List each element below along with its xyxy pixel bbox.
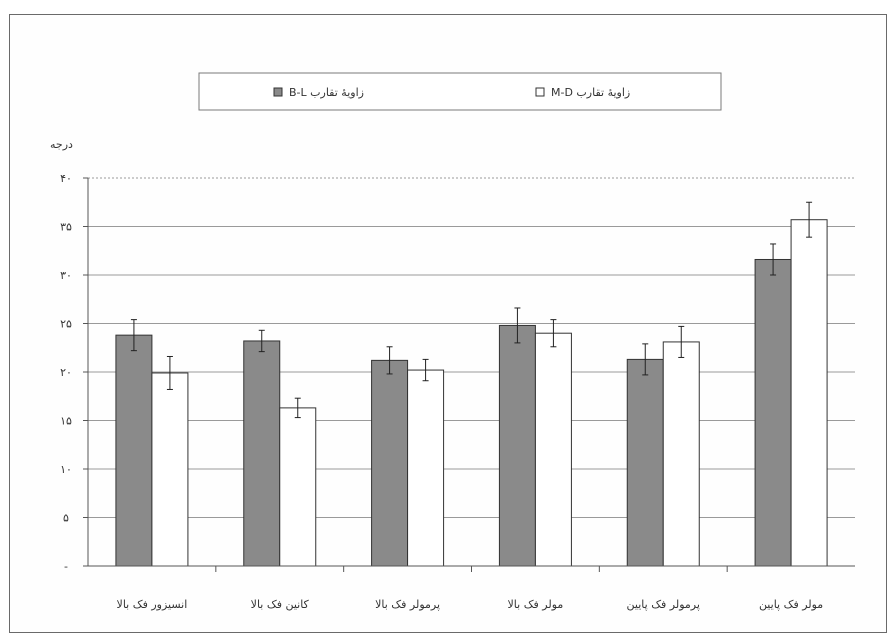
bar xyxy=(534,332,572,567)
y-tick-label: ۵ xyxy=(63,512,69,525)
y-tick-label: ۴۰ xyxy=(60,172,72,185)
y-axis-label: درجه xyxy=(50,138,73,151)
bar xyxy=(790,219,828,567)
y-tick-label: ۳۵ xyxy=(60,221,72,234)
y-tick-label: - xyxy=(64,560,68,573)
bar xyxy=(115,334,153,567)
bar xyxy=(626,358,664,567)
y-tick-label: ۱۵ xyxy=(60,415,72,428)
legend-swatch-md xyxy=(535,87,545,97)
legend-swatch-bl xyxy=(273,87,283,97)
legend-label-bl: زاویهٔ تقارب B-L xyxy=(289,86,364,99)
bar xyxy=(243,340,281,567)
category-label: مولر فک بالا xyxy=(508,598,564,611)
category-label: پرمولر فک بالا xyxy=(375,598,440,611)
y-tick-labels: - ۵ ۱۰ ۱۵ ۲۰ ۲۵ ۳۰ ۳۵ ۴۰ xyxy=(60,172,88,573)
bar xyxy=(371,359,409,567)
bar xyxy=(662,341,700,567)
bars xyxy=(115,219,828,567)
legend: زاویهٔ تقارب M-D زاویهٔ تقارب B-L xyxy=(273,86,630,99)
legend-box xyxy=(198,72,722,111)
bar xyxy=(279,407,317,567)
y-tick-label: ۳۰ xyxy=(60,269,72,282)
category-label: انسیزور فک بالا xyxy=(117,598,188,611)
y-tick-label: ۲۵ xyxy=(60,318,72,331)
bar xyxy=(151,372,189,567)
category-label: پرمولر فک پایین xyxy=(627,598,700,611)
legend-label-md: زاویهٔ تقارب M-D xyxy=(551,86,630,99)
y-tick-label: ۲۰ xyxy=(60,366,72,379)
error-bars xyxy=(130,201,813,419)
bar xyxy=(407,369,445,567)
bar xyxy=(498,324,536,567)
category-label: کانین فک بالا xyxy=(251,598,310,611)
gridlines xyxy=(88,177,855,518)
category-label: مولر فک پایین xyxy=(759,598,823,611)
bar xyxy=(754,258,792,567)
category-labels: انسیزور فک بالا کانین فک بالا پرمولر فک با… xyxy=(117,566,823,611)
y-tick-label: ۱۰ xyxy=(60,463,72,476)
